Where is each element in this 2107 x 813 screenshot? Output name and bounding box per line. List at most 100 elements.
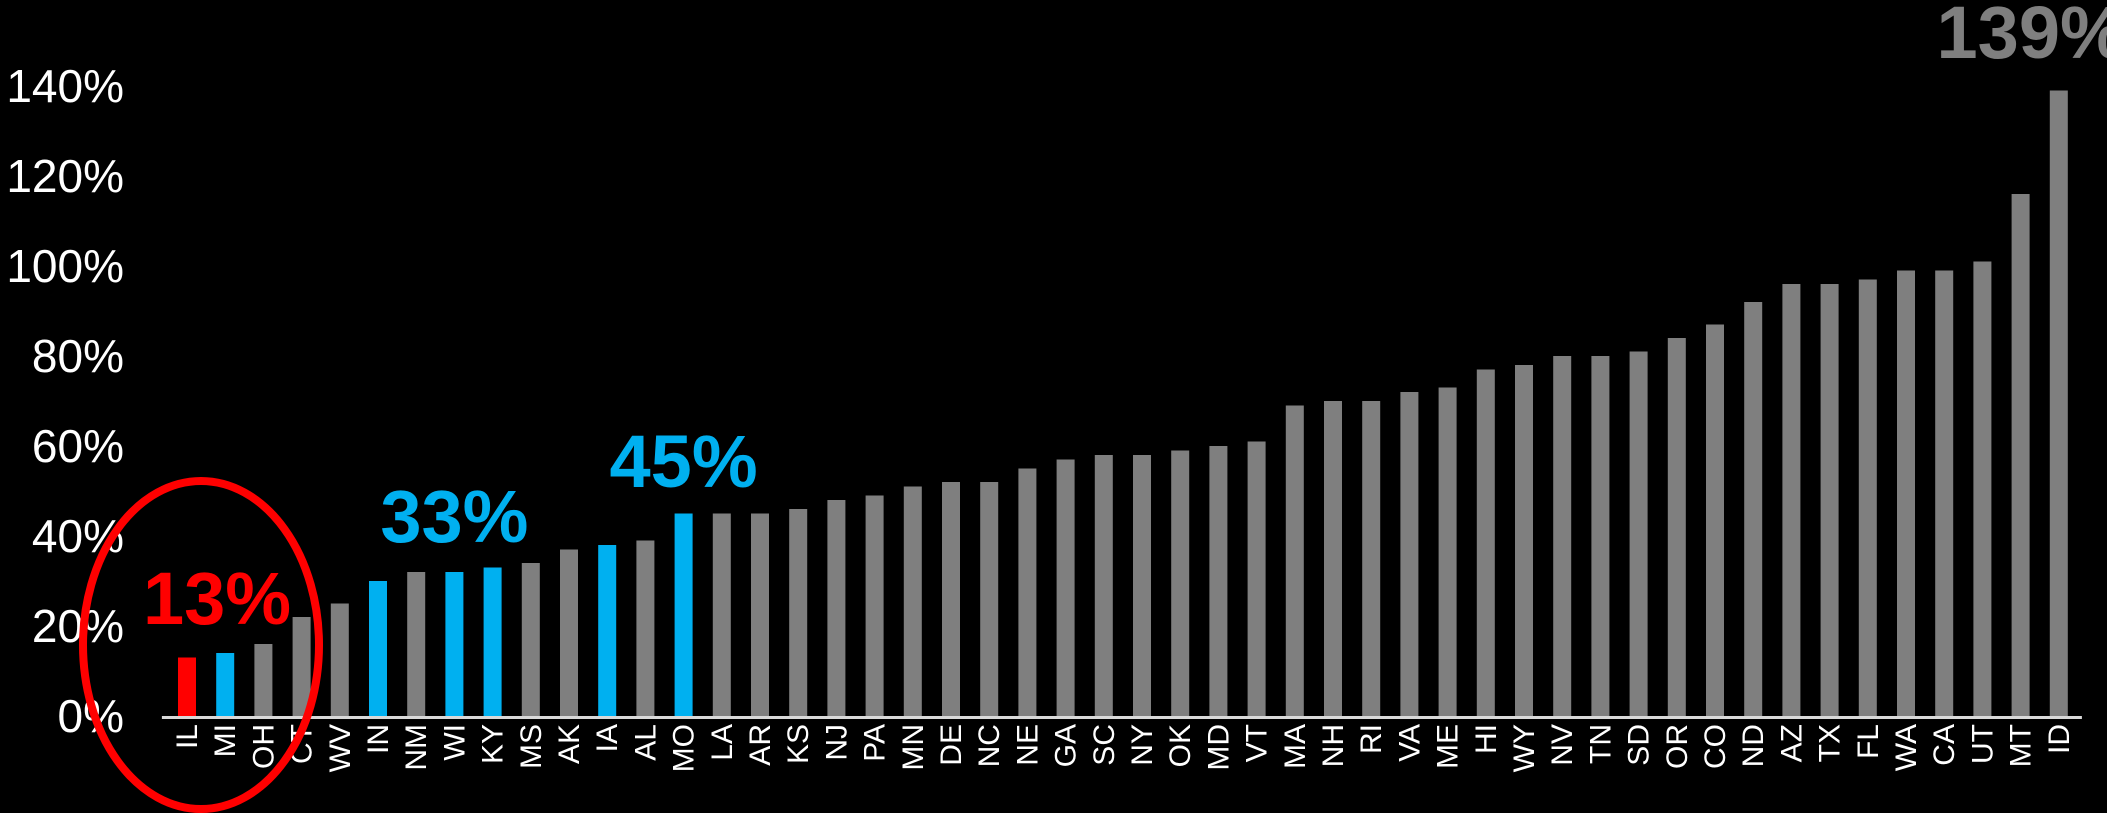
bar-fl xyxy=(1858,279,1877,716)
x-tick-label: ID xyxy=(2043,724,2076,754)
bar-va xyxy=(1400,392,1419,716)
bar-ga xyxy=(1056,459,1075,716)
x-axis-labels: IL MI OH CT WV IN NM WI KY MS AK IA AL MO LA AR KS NJ PA MN… xyxy=(171,724,2076,772)
bar-hi xyxy=(1476,369,1495,716)
bar-il xyxy=(178,657,196,716)
bar-ut xyxy=(1973,261,1992,716)
bar-wy xyxy=(1515,365,1533,716)
x-tick-label: AR xyxy=(744,724,777,766)
x-tick-label: NY xyxy=(1126,724,1159,766)
x-tick-label: TX xyxy=(1814,724,1847,762)
x-tick-label: VA xyxy=(1393,724,1426,762)
bar-nv xyxy=(1553,356,1572,716)
y-tick-label: 20% xyxy=(32,600,124,652)
bar-ma xyxy=(1285,405,1304,716)
x-tick-label: OR xyxy=(1661,724,1694,769)
bar-ks xyxy=(789,509,808,716)
x-tick-label: ME xyxy=(1432,724,1465,769)
bar-ri xyxy=(1362,401,1381,716)
y-tick-label: 140% xyxy=(6,60,124,112)
x-tick-label: VT xyxy=(1241,724,1274,762)
x-tick-label: MT xyxy=(2005,724,2038,767)
bar-az xyxy=(1782,284,1801,716)
bar-ca xyxy=(1935,270,1954,716)
bar-mn xyxy=(903,486,922,716)
bar-ok xyxy=(1171,450,1190,716)
bar-id xyxy=(2049,90,2068,716)
bar-wv xyxy=(330,603,349,716)
bar-nd xyxy=(1744,302,1763,716)
callout-id: 139% xyxy=(1937,0,2107,74)
bar-wi xyxy=(445,572,464,716)
y-tick-label: 120% xyxy=(6,150,124,202)
x-tick-label: OH xyxy=(247,724,280,769)
y-tick-label: 100% xyxy=(6,240,124,292)
x-tick-label: CO xyxy=(1699,724,1732,769)
bar-ak xyxy=(560,549,578,716)
bar-mt xyxy=(2011,194,2030,716)
x-tick-label: OK xyxy=(1164,724,1197,767)
x-tick-label: PA xyxy=(859,724,892,762)
x-tick-label: MI xyxy=(209,724,242,757)
bar-ne xyxy=(1018,468,1037,716)
bar-sc xyxy=(1094,455,1113,716)
bar-de xyxy=(942,482,960,716)
x-tick-label: NM xyxy=(400,724,433,771)
bar-in xyxy=(369,581,387,716)
x-tick-label: TN xyxy=(1584,724,1617,764)
x-tick-label: LA xyxy=(706,724,739,761)
bar-ms xyxy=(521,563,540,716)
bar-sd xyxy=(1629,351,1648,716)
bar-ia xyxy=(598,545,617,716)
x-tick-label: WI xyxy=(438,724,471,761)
bar-nh xyxy=(1324,401,1342,716)
x-tick-label: NJ xyxy=(820,724,853,761)
bar-tn xyxy=(1591,356,1610,716)
x-tick-label: NC xyxy=(973,724,1006,767)
x-tick-label: AK xyxy=(553,724,586,764)
bar-or xyxy=(1667,338,1686,716)
x-tick-label: CA xyxy=(1928,724,1961,766)
bar-nm xyxy=(407,572,426,716)
callout-wi: 33% xyxy=(380,475,528,558)
x-tick-label: MO xyxy=(668,724,701,772)
callouts-group: 13% 33% 45% 139% xyxy=(143,0,2107,640)
bar-mo xyxy=(674,513,693,716)
bar-ky xyxy=(483,567,502,716)
y-tick-label: 60% xyxy=(32,420,124,472)
bar-me xyxy=(1438,387,1457,716)
x-tick-label: AZ xyxy=(1775,724,1808,762)
x-tick-label: GA xyxy=(1050,724,1083,767)
x-tick-label: MA xyxy=(1279,724,1312,769)
x-tick-label: NE xyxy=(1011,724,1044,766)
x-tick-label: MD xyxy=(1202,724,1235,771)
x-tick-label: MN xyxy=(897,724,930,771)
bar-oh xyxy=(254,644,273,716)
x-tick-label: WA xyxy=(1890,724,1923,771)
bar-md xyxy=(1209,446,1228,716)
callout-mo: 45% xyxy=(610,420,758,503)
bar-pa xyxy=(865,495,884,716)
bar-vt xyxy=(1247,441,1266,716)
x-tick-label: DE xyxy=(935,724,968,766)
x-tick-label: MS xyxy=(515,724,548,769)
bar-mi xyxy=(216,653,235,716)
bar-tx xyxy=(1820,284,1839,716)
x-tick-label: UT xyxy=(1966,724,1999,764)
callout-il: 13% xyxy=(143,557,291,640)
highlight-ellipse xyxy=(79,477,323,813)
y-tick-label: 80% xyxy=(32,330,124,382)
x-tick-label: RI xyxy=(1355,724,1388,754)
x-tick-label: IN xyxy=(362,724,395,754)
x-tick-label: FL xyxy=(1852,724,1885,759)
x-tick-label: IL xyxy=(171,724,204,749)
x-tick-label: SD xyxy=(1623,724,1656,766)
x-tick-label: KY xyxy=(477,724,510,764)
bar-wa xyxy=(1897,270,1915,716)
x-tick-label: KS xyxy=(782,724,815,764)
bar-nj xyxy=(827,500,846,716)
x-tick-label: WY xyxy=(1508,724,1541,772)
x-tick-label: HI xyxy=(1470,724,1503,754)
x-tick-label: IA xyxy=(591,724,624,752)
